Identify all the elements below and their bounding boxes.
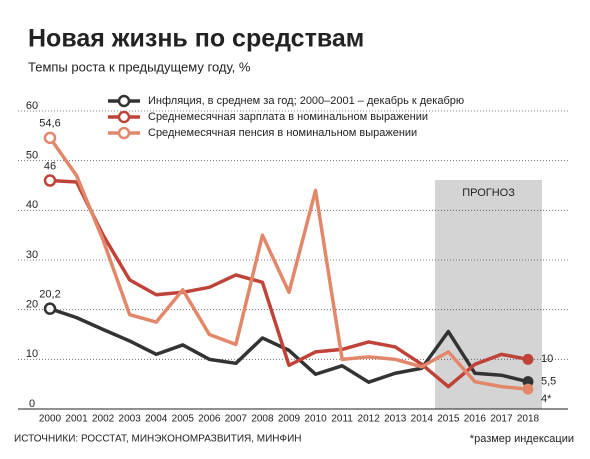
chart-title: Новая жизнь по средствам	[28, 25, 364, 53]
x-tick-label: 2001	[65, 414, 88, 425]
chart-subtitle: Темпы роста к предыдущему году, %	[28, 59, 251, 74]
x-tick-label: 2011	[331, 414, 353, 425]
x-tick-label: 2012	[358, 414, 381, 425]
start-marker	[43, 131, 57, 145]
legend-label: Среднемесячная пенсия в номинальном выра…	[148, 127, 417, 139]
start-marker	[43, 174, 57, 187]
end-marker	[522, 383, 534, 395]
y-tick-label: 40	[26, 199, 38, 211]
x-tick-label: 2006	[198, 414, 221, 425]
value-label: 54,6	[39, 118, 60, 130]
legend-label: Среднемесячная зарплата в номинальном вы…	[148, 111, 428, 123]
x-tick-label: 2010	[304, 414, 327, 425]
start-marker	[43, 302, 57, 315]
value-label: 46	[44, 160, 56, 172]
series-line	[49, 307, 529, 384]
x-tick-label: 2016	[464, 414, 487, 425]
legend-marker	[117, 110, 131, 124]
x-tick-label: 2013	[384, 414, 407, 425]
series-line	[49, 178, 529, 389]
y-tick-label: 30	[26, 249, 38, 261]
value-label: 5,5	[541, 376, 556, 388]
x-tick-label: 2000	[39, 414, 62, 425]
series-line	[48, 136, 529, 391]
footnote: *размер индексации	[470, 433, 574, 445]
x-tick-label: 2007	[225, 414, 248, 425]
x-tick-label: 2018	[517, 414, 540, 425]
x-tick-label: 2002	[92, 414, 115, 425]
x-tick-label: 2009	[278, 414, 301, 425]
forecast-band	[435, 180, 542, 409]
x-tick-label: 2003	[119, 414, 142, 425]
legend-marker	[117, 126, 131, 140]
value-label: 4*	[541, 393, 552, 405]
y-tick-label: 60	[26, 100, 38, 112]
y-tick-label: 0	[29, 398, 35, 410]
y-tick-label: 10	[26, 348, 38, 360]
x-tick-label: 2014	[411, 414, 434, 425]
x-tick-label: 2008	[251, 414, 274, 425]
value-label: 20,2	[39, 289, 60, 301]
legend-label: Инфляция, в среднем за год; 2000–2001 – …	[148, 95, 464, 107]
forecast-label: ПРОГНОЗ	[462, 187, 515, 199]
x-tick-label: 2017	[490, 414, 513, 425]
end-marker	[522, 353, 534, 365]
y-tick-label: 20	[26, 299, 38, 311]
x-tick-label: 2004	[145, 414, 168, 425]
legend-marker	[117, 94, 131, 108]
x-tick-label: 2015	[437, 414, 460, 425]
source: ИСТОЧНИКИ: РОССТАТ, МИНЭКОНОМРАЗВИТИЯ, М…	[14, 434, 302, 445]
y-tick-label: 50	[26, 150, 38, 162]
value-label: 10	[541, 353, 553, 365]
x-tick-label: 2005	[172, 414, 195, 425]
